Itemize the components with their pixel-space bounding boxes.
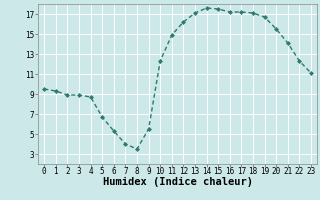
X-axis label: Humidex (Indice chaleur): Humidex (Indice chaleur) (103, 177, 252, 187)
